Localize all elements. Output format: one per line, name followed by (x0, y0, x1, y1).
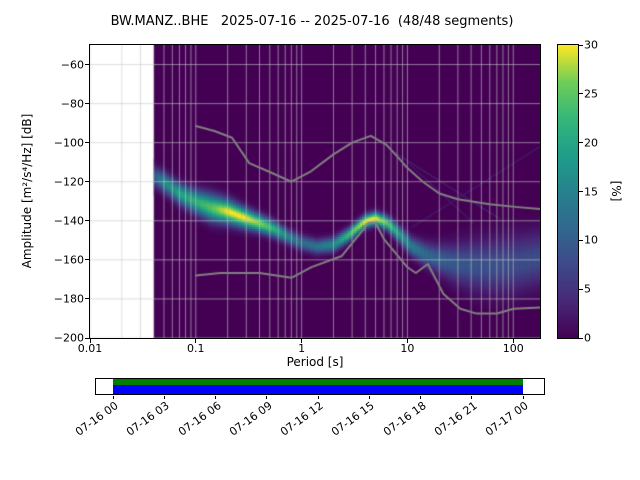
y-tick-label: −180 (53, 292, 84, 306)
timeline-tick-mark (317, 396, 319, 399)
y-axis-label: Amplitude [m²/s⁴/Hz] [dB] (20, 113, 34, 269)
x-tick-label: 10 (400, 342, 415, 355)
y-tick-label: −160 (53, 253, 84, 267)
x-tick-label: 100 (502, 342, 524, 355)
colorbar-tick-label: 30 (584, 38, 598, 52)
timeline-data-fill (113, 379, 523, 394)
timeline-tick-mark (163, 396, 165, 399)
y-tick-mark (85, 259, 89, 261)
timeline-tick-label: 07-16 18 (380, 399, 429, 439)
y-tick-mark (85, 298, 89, 300)
timeline-tick-mark (215, 396, 216, 399)
timeline-blue-stripe (113, 385, 523, 394)
colorbar-tick-label: 15 (584, 185, 598, 198)
y-tick-mark (85, 64, 89, 66)
colorbar-tick-label: 25 (584, 87, 598, 101)
colorbar-tick-label: 5 (584, 282, 591, 296)
colorbar-tick-mark (579, 337, 583, 339)
timeline-tick-label: 07-16 09 (226, 399, 275, 439)
timeline-tick-label: 07-16 06 (175, 399, 224, 439)
y-tick-label: −60 (60, 58, 84, 72)
x-tick-mark (512, 339, 514, 343)
y-tick-mark (85, 337, 89, 339)
timeline-tick-label: 07-17 00 (482, 399, 531, 439)
timeline-tick-label: 07-16 21 (431, 399, 480, 439)
y-tick-label: −100 (53, 136, 84, 150)
ppsd-histogram-canvas (89, 44, 541, 339)
x-tick-mark (89, 339, 91, 343)
y-tick-mark (85, 142, 89, 144)
colorbar-tick-label: 0 (584, 331, 591, 345)
timeline-tick-mark (522, 396, 524, 399)
x-tick-label: 0.01 (77, 342, 103, 355)
colorbar-tick-mark (579, 93, 583, 95)
colorbar-canvas (557, 44, 579, 339)
y-tick-mark (85, 220, 89, 222)
timeline-tick-mark (420, 396, 421, 399)
colorbar-tick-mark (579, 44, 583, 46)
colorbar-label: [%] (609, 180, 623, 202)
y-tick-label: −120 (53, 175, 84, 189)
timeline-tick-label: 07-16 03 (124, 399, 172, 439)
timeline-tick-label: 07-16 00 (72, 399, 121, 439)
timeline-tick-label: 07-16 15 (329, 399, 377, 439)
x-tick-label: 0.1 (187, 342, 205, 355)
timeline-tick-label: 07-16 12 (277, 399, 326, 439)
timeline-green-stripe (113, 379, 523, 385)
plot-title: BW.MANZ..BHE 2025-07-16 -- 2025-07-16 (4… (110, 14, 514, 29)
timeline-tick-mark (471, 396, 473, 399)
colorbar-tick-mark (579, 239, 583, 241)
timeline-coverage-bar (95, 378, 545, 395)
timeline-tick-mark (368, 396, 370, 399)
colorbar-tick-mark (579, 288, 583, 290)
timeline-tick-mark (266, 396, 268, 399)
y-tick-mark (85, 181, 89, 183)
x-tick-label: 1 (298, 342, 306, 355)
x-axis-label: Period [s] (286, 355, 344, 369)
x-tick-mark (406, 339, 408, 343)
y-tick-label: −200 (53, 331, 84, 345)
colorbar-tick-mark (579, 142, 583, 144)
y-tick-label: −140 (53, 214, 84, 228)
x-tick-mark (301, 339, 303, 343)
y-tick-mark (85, 103, 89, 105)
y-tick-label: −80 (60, 97, 84, 111)
colorbar-tick-label: 20 (584, 136, 598, 150)
timeline-tick-mark (112, 396, 114, 399)
x-tick-mark (195, 339, 197, 343)
colorbar-tick-mark (579, 191, 583, 192)
colorbar-tick-label: 10 (584, 233, 598, 247)
